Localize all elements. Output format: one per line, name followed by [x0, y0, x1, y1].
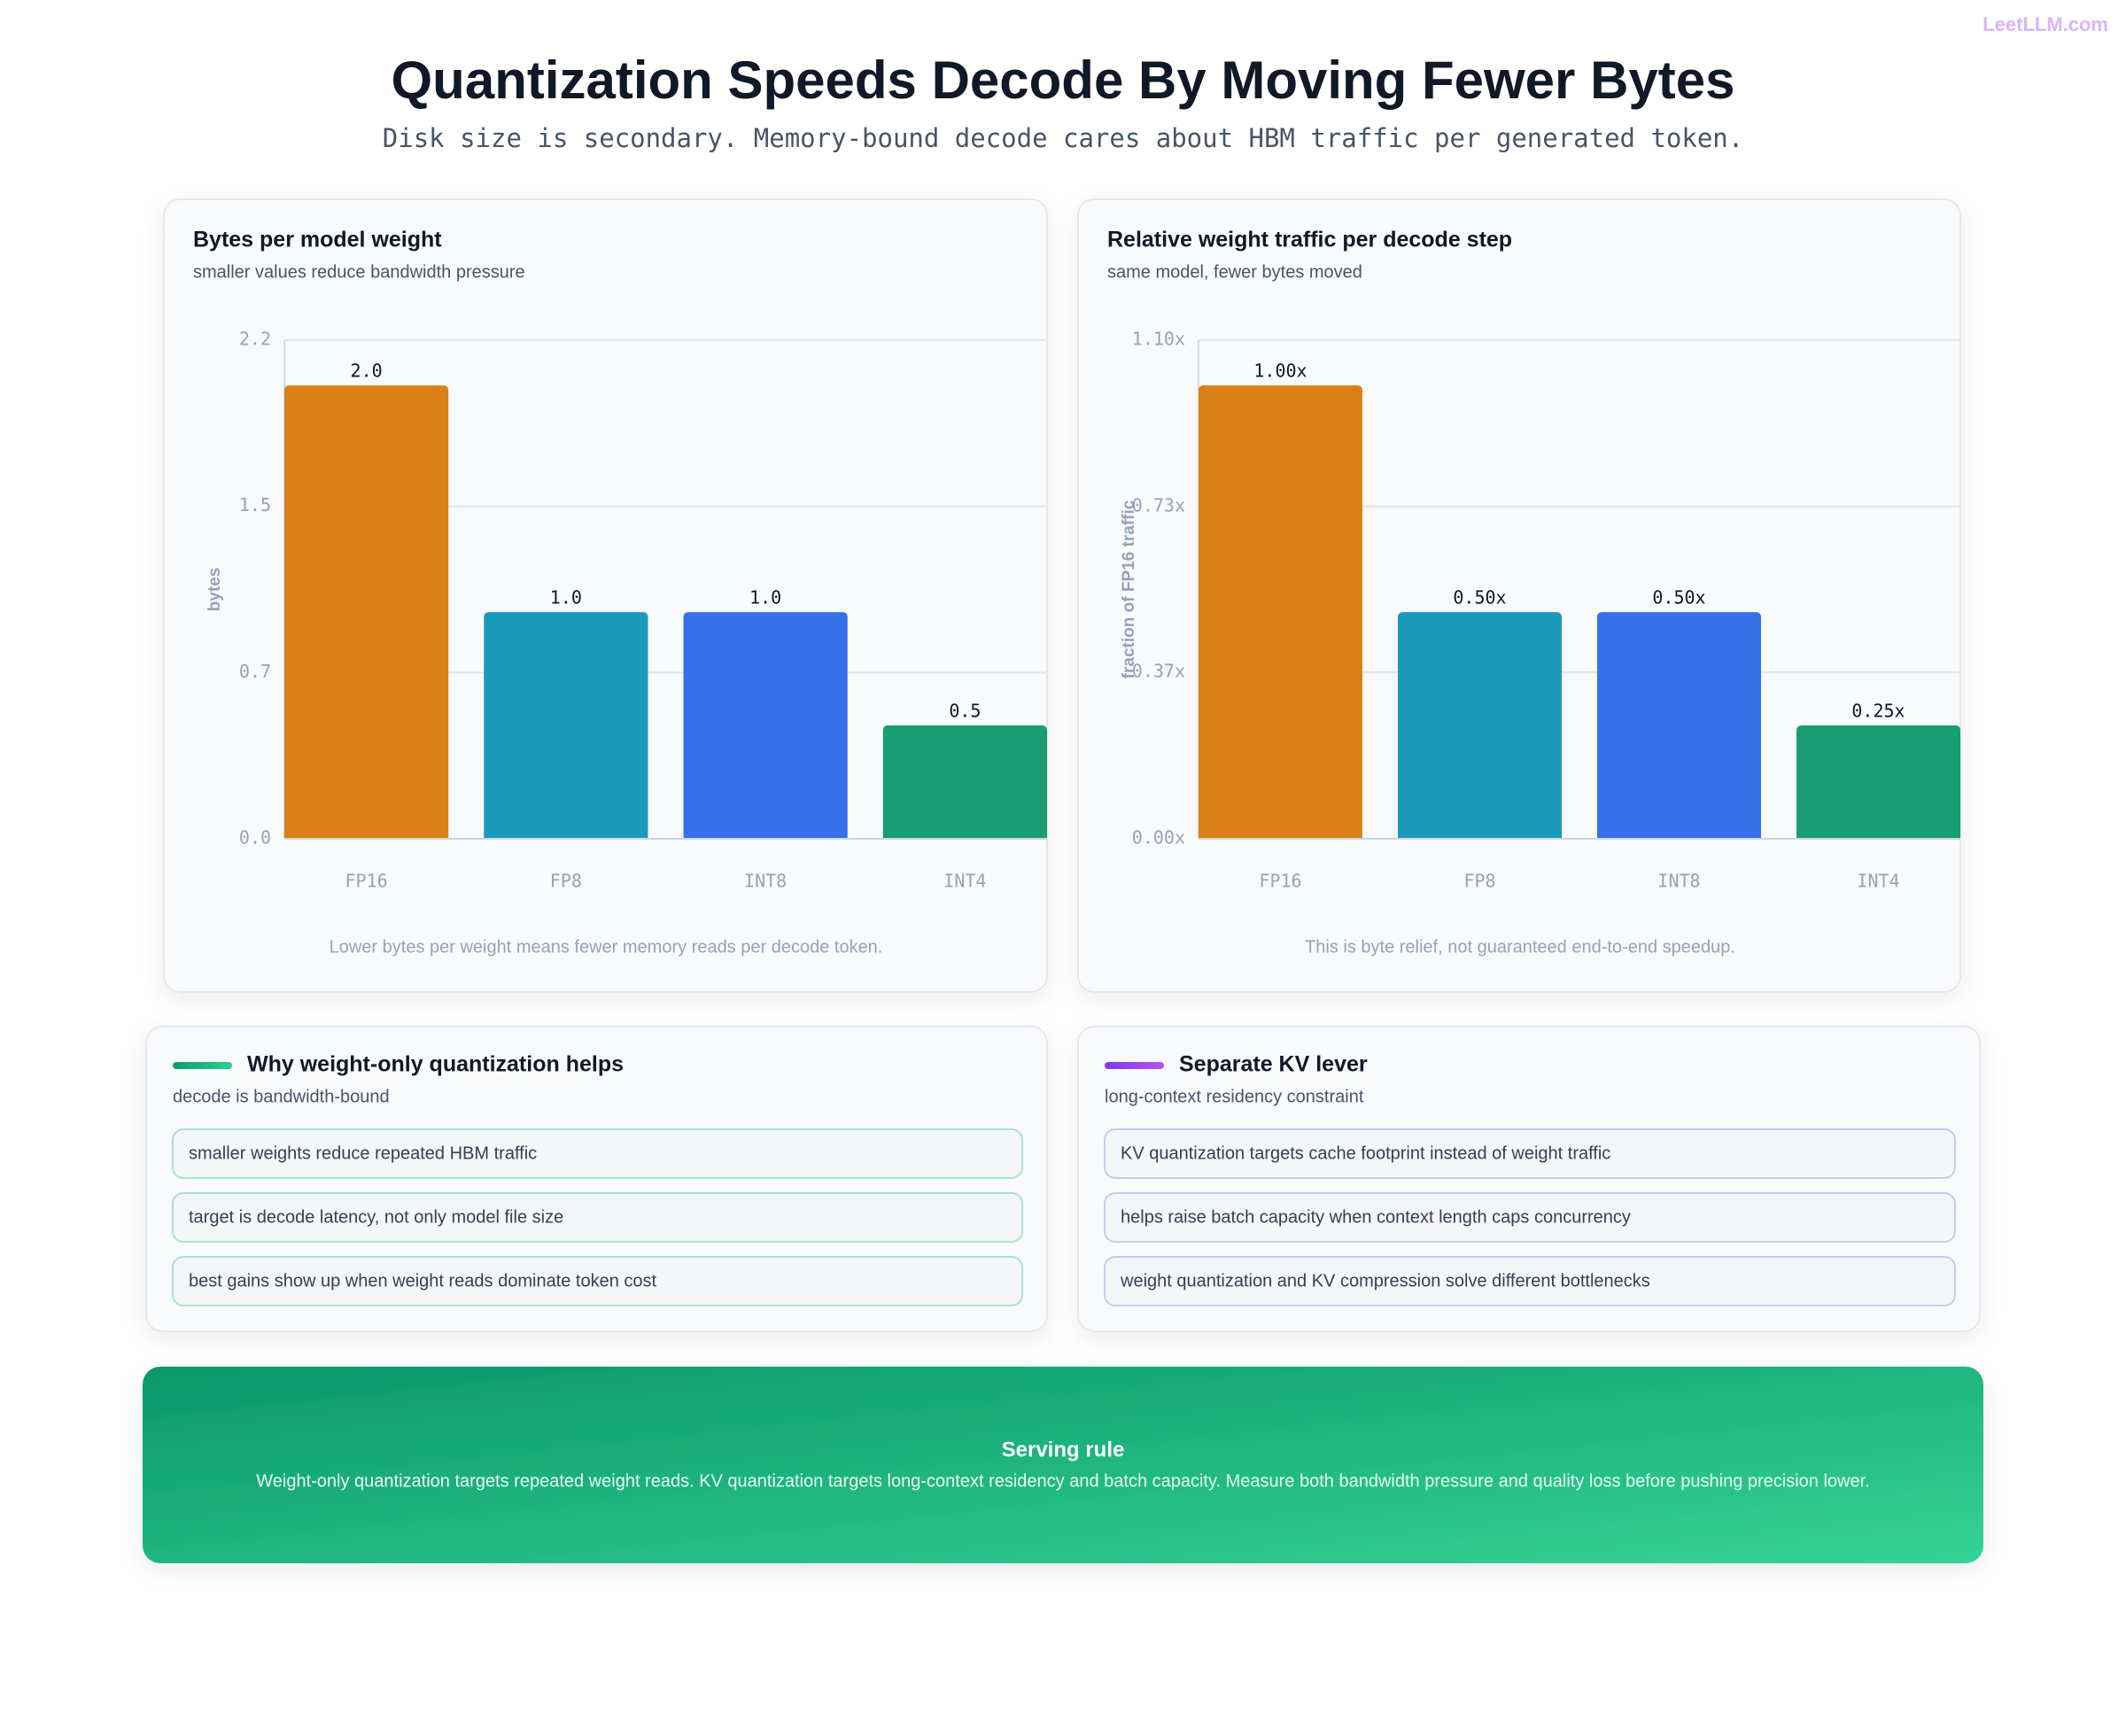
accent-bar — [173, 1062, 232, 1069]
value-label: 1.00x — [1253, 360, 1307, 382]
bar — [683, 612, 848, 839]
banner-title: Serving rule — [1002, 1438, 1125, 1461]
value-label: 0.5 — [949, 701, 981, 722]
x-tick-label: INT4 — [943, 871, 986, 892]
bar — [284, 385, 449, 839]
accent-bar — [1105, 1062, 1164, 1069]
value-label: 2.0 — [351, 360, 383, 382]
card-subtitle: long-context residency constraint — [1105, 1087, 1364, 1106]
chart-subtitle: same model, fewer bytes moved — [1107, 262, 1362, 282]
x-tick-label: INT4 — [1857, 871, 1899, 892]
x-tick-label: FP16 — [1259, 871, 1301, 892]
y-tick-label: 0.7 — [239, 661, 271, 682]
card-subtitle: decode is bandwidth-bound — [173, 1087, 390, 1106]
list-item-text: KV quantization targets cache footprint … — [1121, 1143, 1610, 1163]
chart-note: This is byte relief, not guaranteed end-… — [1305, 937, 1735, 957]
y-tick-label: 0.0 — [239, 827, 271, 849]
chart-note: Lower bytes per weight means fewer memor… — [330, 937, 883, 957]
bar — [1796, 725, 1960, 839]
chart-title: Bytes per model weight — [193, 228, 442, 252]
value-label: 1.0 — [550, 587, 582, 608]
value-label: 1.0 — [749, 587, 781, 608]
list-item — [172, 1192, 1023, 1243]
x-tick-label: FP8 — [1463, 871, 1495, 892]
page-title: Quantization Speeds Decode By Moving Few… — [392, 50, 1735, 110]
bar — [1597, 612, 1761, 839]
x-tick-label: FP8 — [550, 871, 582, 892]
list-item-text: smaller weights reduce repeated HBM traf… — [189, 1143, 537, 1163]
chart-title: Relative weight traffic per decode step — [1107, 228, 1512, 252]
value-label: 0.25x — [1851, 701, 1905, 722]
value-label: 0.50x — [1453, 587, 1506, 608]
y-tick-label: 0.73x — [1132, 494, 1185, 515]
bar — [484, 612, 648, 839]
y-tick-label: 1.10x — [1132, 329, 1185, 350]
list-item-text: target is decode latency, not only model… — [189, 1207, 563, 1227]
card-title: Why weight-only quantization helps — [247, 1052, 624, 1077]
brand: LeetLLM.com — [1982, 13, 2108, 35]
card-title: Separate KV lever — [1179, 1052, 1368, 1077]
list-item — [172, 1256, 1023, 1306]
list-item — [1104, 1192, 1956, 1243]
list-item — [1104, 1128, 1956, 1179]
y-tick-label: 1.5 — [239, 494, 271, 515]
banner — [143, 1367, 1983, 1563]
x-tick-label: INT8 — [744, 871, 787, 892]
y-tick-label: 0.37x — [1132, 661, 1185, 682]
y-axis-label: fraction of FP16 traffic — [1120, 500, 1138, 678]
x-tick-label: FP16 — [345, 871, 388, 892]
bar — [1199, 385, 1362, 839]
list-item — [1104, 1256, 1956, 1306]
page-subtitle: Disk size is secondary. Memory-bound dec… — [383, 123, 1743, 153]
banner-text: Weight-only quantization targets repeate… — [256, 1471, 1869, 1491]
value-label: 0.50x — [1652, 587, 1705, 608]
list-item — [172, 1128, 1023, 1179]
y-tick-label: 0.00x — [1132, 827, 1185, 849]
chart-subtitle: smaller values reduce bandwidth pressure — [193, 262, 525, 282]
y-tick-label: 2.2 — [239, 329, 271, 350]
list-item-text: helps raise batch capacity when context … — [1121, 1207, 1631, 1227]
x-tick-label: INT8 — [1657, 871, 1700, 892]
list-item-text: best gains show up when weight reads dom… — [189, 1271, 657, 1290]
y-axis-label: bytes — [206, 568, 224, 612]
bar — [882, 725, 1047, 839]
list-item-text: weight quantization and KV compression s… — [1120, 1271, 1650, 1290]
bar — [1398, 612, 1562, 839]
